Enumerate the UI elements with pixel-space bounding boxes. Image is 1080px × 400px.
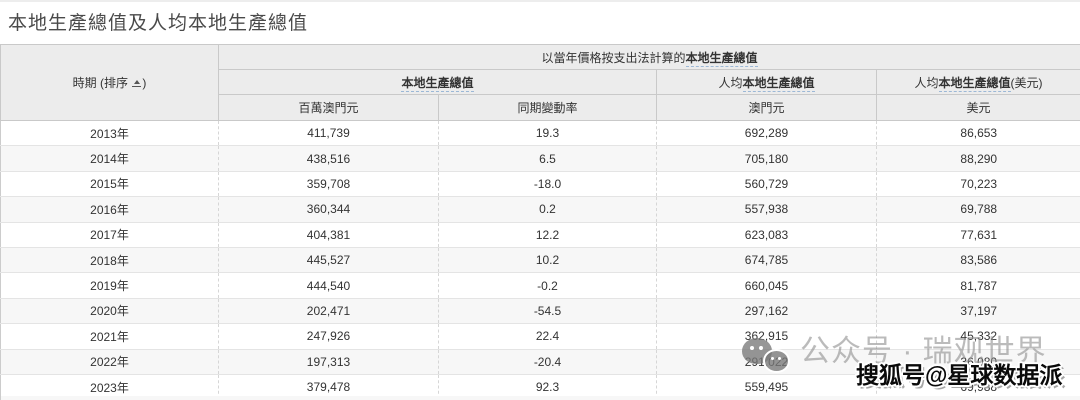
group-header-per-capita-usd: 人均本地生產總值(美元) (875, 69, 1080, 95)
per-capita-mop-cell: 560,729 (656, 171, 877, 198)
sort-ascending-icon[interactable] (132, 78, 142, 87)
gdp-value-cell: 411,739 (218, 120, 439, 147)
per-capita-usd-cell: 70,223 (876, 171, 1080, 198)
gdp-term-link[interactable]: 本地生產總值 (742, 75, 815, 92)
year-cell: 2017年 (0, 222, 219, 248)
per-capita-mop-cell: 705,180 (656, 145, 877, 172)
gdp-value-cell: 247,926 (218, 323, 439, 350)
table-row: 2023年 379,478 92.3 559,495 69,988 (0, 374, 1080, 400)
per-capita-mop-cell: 291,022 (656, 349, 877, 375)
per-capita-usd-cell: 69,988 (876, 374, 1080, 400)
per-capita-usd-cell: 77,631 (876, 222, 1080, 248)
change-rate-cell: 19.3 (438, 120, 657, 147)
change-rate-cell: 12.2 (438, 222, 657, 248)
per-capita-usd-cell: 45,332 (876, 323, 1080, 350)
year-cell: 2022年 (0, 349, 219, 375)
per-capita-usd-prefix: 人均 (914, 75, 939, 90)
group-header-gdp: 本地生產總值 (218, 69, 657, 95)
table-row: 2017年 404,381 12.2 623,083 77,631 (0, 222, 1080, 248)
per-capita-mop-cell: 674,785 (656, 247, 877, 274)
gdp-value-cell: 197,313 (218, 349, 439, 375)
per-capita-usd-cell: 86,653 (876, 120, 1080, 147)
per-capita-usd-cell: 83,586 (876, 247, 1080, 274)
per-capita-usd-cell: 36,080 (876, 349, 1080, 375)
change-rate-cell: -18.0 (438, 171, 657, 198)
gdp-term-link[interactable]: 本地生產總值 (401, 75, 474, 92)
top-header-prefix: 以當年價格按支出法計算的 (541, 50, 686, 65)
unit-header-usd: 美元 (875, 94, 1080, 121)
group-header-per-capita: 人均本地生產總值 (656, 69, 877, 95)
table-row: 2014年 438,516 6.5 705,180 88,290 (0, 145, 1080, 172)
gdp-term-link[interactable]: 本地生產總值 (685, 50, 758, 67)
table-body: 2013年 411,739 19.3 692,289 86,653 2014年 … (0, 120, 1080, 400)
change-rate-cell: 10.2 (438, 247, 657, 274)
gdp-value-cell: 438,516 (218, 145, 439, 172)
year-cell: 2020年 (0, 298, 219, 325)
table-row: 2016年 360,344 0.2 557,938 69,788 (0, 196, 1080, 223)
period-label-close: ) (142, 76, 147, 90)
gdp-value-cell: 360,344 (218, 196, 439, 223)
gdp-value-cell: 445,527 (218, 247, 439, 274)
year-cell: 2015年 (0, 171, 219, 198)
year-cell: 2018年 (0, 247, 219, 274)
change-rate-cell: -20.4 (438, 349, 657, 375)
table-row: 2013年 411,739 19.3 692,289 86,653 (0, 120, 1080, 147)
per-capita-usd-cell: 81,787 (876, 272, 1080, 299)
unit-header-million-mop: 百萬澳門元 (218, 94, 439, 121)
top-divider (0, 0, 1080, 2)
per-capita-usd-cell: 88,290 (876, 145, 1080, 172)
next-row-sliver (0, 396, 1080, 400)
per-capita-prefix: 人均 (718, 75, 743, 90)
table-row: 2020年 202,471 -54.5 297,162 37,197 (0, 298, 1080, 325)
per-capita-mop-cell: 362,915 (656, 323, 877, 350)
gdp-value-cell: 202,471 (218, 298, 439, 325)
gdp-table: 時期 (排序 ) 以當年價格按支出法計算的本地生產總值 本地生產總值 人均本地生… (0, 44, 1080, 400)
year-cell: 2019年 (0, 272, 219, 299)
gdp-value-cell: 404,381 (218, 222, 439, 248)
period-sort-header[interactable]: 時期 (排序 ) (0, 44, 219, 121)
table-row: 2022年 197,313 -20.4 291,022 36,080 (0, 349, 1080, 375)
year-cell: 2021年 (0, 323, 219, 350)
change-rate-cell: -0.2 (438, 272, 657, 299)
year-cell: 2014年 (0, 145, 219, 172)
change-rate-cell: -54.5 (438, 298, 657, 325)
table-row: 2019年 444,540 -0.2 660,045 81,787 (0, 272, 1080, 299)
table-header: 時期 (排序 ) 以當年價格按支出法計算的本地生產總值 本地生產總值 人均本地生… (0, 44, 1080, 121)
table-row: 2018年 445,527 10.2 674,785 83,586 (0, 247, 1080, 274)
per-capita-usd-cell: 37,197 (876, 298, 1080, 325)
page-title: 本地生產總值及人均本地生產總值 (8, 13, 309, 34)
per-capita-mop-cell: 660,045 (656, 272, 877, 299)
table-row: 2015年 359,708 -18.0 560,729 70,223 (0, 171, 1080, 198)
year-cell: 2016年 (0, 196, 219, 223)
unit-header-change-rate: 同期變動率 (438, 94, 657, 121)
per-capita-usd-suffix: (美元) (1010, 75, 1043, 90)
change-rate-cell: 92.3 (438, 374, 657, 400)
gdp-term-link[interactable]: 本地生產總值 (938, 75, 1011, 92)
change-rate-cell: 6.5 (438, 145, 657, 172)
table-row: 2021年 247,926 22.4 362,915 45,332 (0, 323, 1080, 350)
period-label: 時期 (排序 (72, 76, 128, 90)
gdp-value-cell: 359,708 (218, 171, 439, 198)
change-rate-cell: 22.4 (438, 323, 657, 350)
gdp-value-cell: 379,478 (218, 374, 439, 400)
per-capita-mop-cell: 557,938 (656, 196, 877, 223)
per-capita-usd-cell: 69,788 (876, 196, 1080, 223)
change-rate-cell: 0.2 (438, 196, 657, 223)
per-capita-mop-cell: 692,289 (656, 120, 877, 147)
per-capita-mop-cell: 297,162 (656, 298, 877, 325)
unit-header-mop: 澳門元 (656, 94, 877, 121)
table-top-header: 以當年價格按支出法計算的本地生產總值 (217, 44, 1080, 70)
per-capita-mop-cell: 623,083 (656, 222, 877, 248)
year-cell: 2013年 (0, 120, 219, 147)
year-cell: 2023年 (0, 374, 219, 400)
gdp-value-cell: 444,540 (218, 272, 439, 299)
